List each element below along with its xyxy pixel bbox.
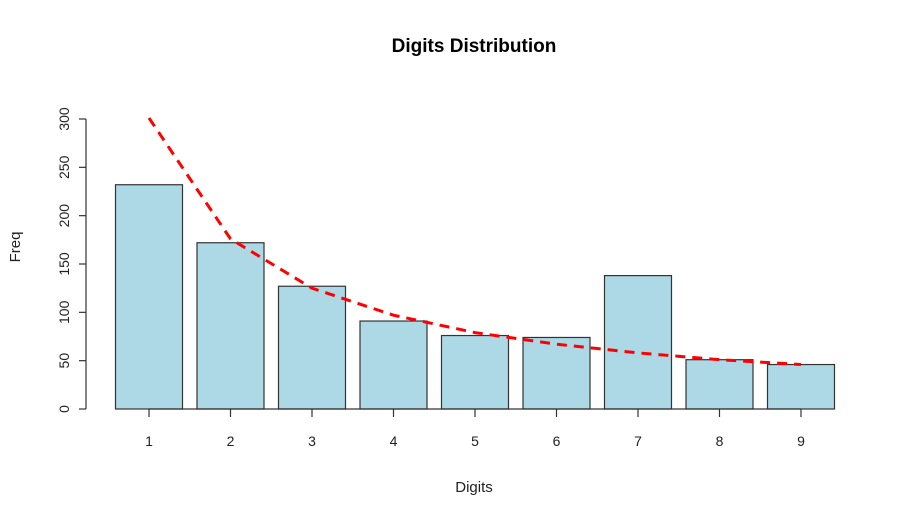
bar-5 (440, 334, 510, 410)
bar-7 (603, 275, 673, 410)
x-tick-label: 8 (716, 433, 724, 449)
y-axis-label: Freq (7, 232, 24, 263)
bars (114, 184, 836, 410)
expected-frequency-line (147, 117, 802, 366)
x-axis-label: Digits (455, 479, 493, 496)
y-tick-label: 0 (56, 405, 72, 413)
bar-2 (196, 242, 265, 410)
x-tick-label: 6 (553, 433, 561, 449)
bar-6 (522, 336, 591, 410)
x-tick-label: 5 (471, 433, 479, 449)
x-tick-label: 2 (227, 433, 235, 449)
y-tick-label: 100 (56, 300, 72, 324)
y-tick-label: 250 (56, 155, 72, 179)
x-tick-label: 4 (390, 433, 398, 449)
bar-4 (359, 320, 428, 410)
bar-1 (114, 184, 184, 410)
x-tick-label: 9 (797, 433, 805, 449)
bar-9 (766, 363, 836, 410)
chart-title: Digits Distribution (392, 36, 557, 57)
y-axis: 0 50 100 150 200 250 300 (56, 107, 87, 413)
y-tick-label: 200 (56, 204, 72, 228)
x-tick-label: 7 (634, 433, 642, 449)
bar-8 (685, 359, 754, 410)
x-tick-label: 1 (145, 433, 153, 449)
x-axis-ticks: 1 2 3 4 5 6 7 8 9 (145, 408, 805, 449)
bar-3 (277, 285, 347, 410)
x-tick-label: 3 (308, 433, 316, 449)
y-tick-label: 150 (56, 252, 72, 276)
y-tick-label: 300 (56, 107, 72, 131)
expected-curve (147, 117, 802, 366)
y-tick-label: 50 (56, 353, 72, 369)
